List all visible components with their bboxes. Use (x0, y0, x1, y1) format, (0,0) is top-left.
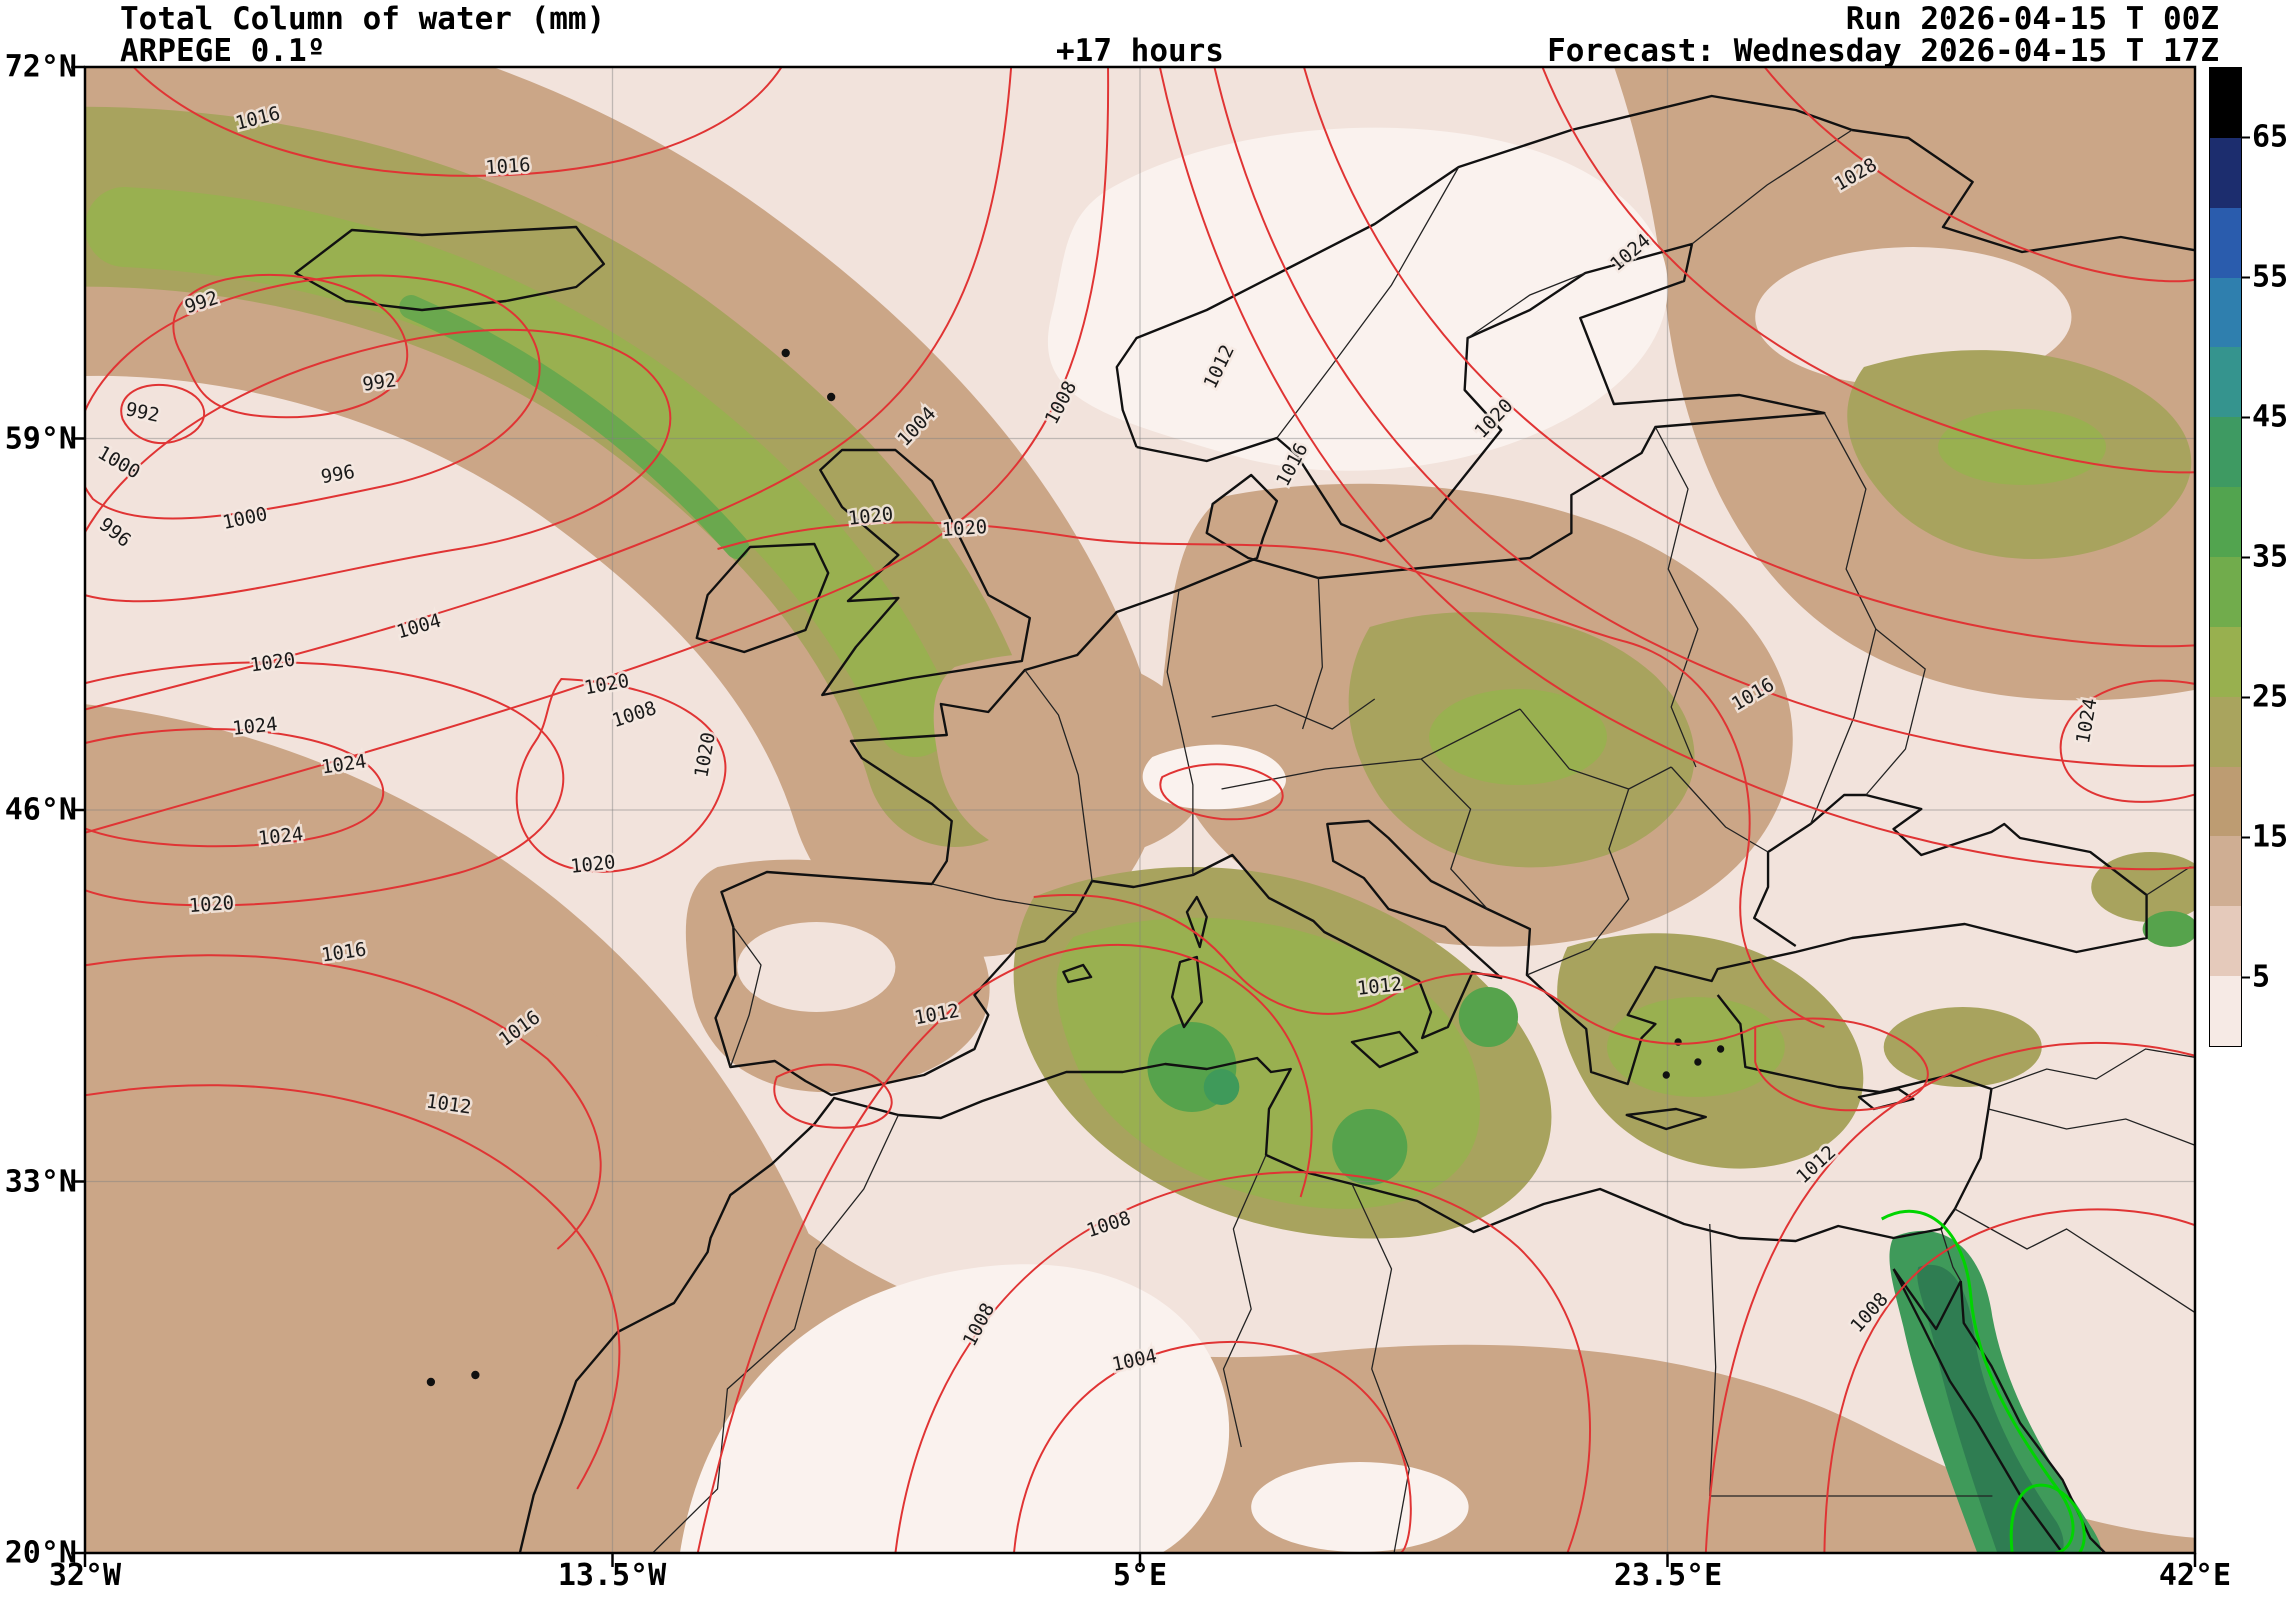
colorbar-tick-label: 55 (2241, 259, 2289, 295)
lat-tick-72n: 72°N (4, 49, 77, 85)
colorbar-segment (2210, 696, 2241, 767)
lat-tick-46n: 46°N (4, 792, 77, 828)
colorbar-segment (2210, 277, 2241, 348)
colorbar-tick-label: 5 (2241, 959, 2271, 995)
lat-tick-59n: 59°N (4, 421, 77, 457)
isobar-label: 1020 (188, 892, 235, 917)
colorbar-segment (2210, 906, 2241, 977)
country-borders (651, 129, 2195, 1553)
isobar-label: 1020 (941, 516, 988, 541)
colorbar-segment (2210, 626, 2241, 697)
colorbar: 65 55 45 35 25 15 5 (2209, 67, 2289, 1047)
isobar-label: 992 (361, 369, 398, 396)
colorbar-segments (2209, 67, 2242, 1047)
colorbar-segment (2210, 766, 2241, 837)
isobar-label: 1016 (485, 154, 532, 179)
chart-title: Total Column of water (mm) (120, 1, 606, 37)
lat-tick-20n: 20°N (4, 1535, 77, 1571)
colorbar-segment (2210, 976, 2241, 1047)
colorbar-tick-label: 15 (2241, 819, 2289, 855)
green-contours (1881, 1209, 2086, 1553)
lat-tick-33n: 33°N (4, 1164, 77, 1200)
run-label: Run 2026-04-15 T 00Z (1845, 1, 2219, 37)
colorbar-segment (2210, 487, 2241, 558)
model-label: ARPEGE 0.1º (120, 33, 326, 69)
colorbar-segment (2210, 68, 2241, 138)
colorbar-segment (2210, 207, 2241, 278)
forecast-label: Forecast: Wednesday 2026-04-15 T 17Z (1547, 33, 2219, 69)
map-svg: 1016101699299299299699610001000100410041… (71, 65, 2197, 1567)
gridlines (85, 67, 2195, 1553)
colorbar-segment (2210, 347, 2241, 418)
colorbar-segment (2210, 417, 2241, 488)
map-plot: 1016 1016 992 992 992 996 996 1000 1000 1004 1004 1… (71, 65, 2197, 1567)
colorbar-segment (2210, 557, 2241, 627)
lead-time-label: +17 hours (1056, 33, 1224, 69)
axis-ticks (71, 65, 2197, 1567)
isobar-contours (85, 67, 2195, 1553)
colorbar-tick-label: 65 (2241, 119, 2289, 155)
colorbar-segment (2210, 137, 2241, 208)
colorbar-tick-label: 25 (2241, 679, 2289, 715)
colorbar-tick-label: 45 (2241, 399, 2289, 435)
colorbar-tick-label: 35 (2241, 539, 2289, 575)
colorbar-segment (2210, 836, 2241, 907)
